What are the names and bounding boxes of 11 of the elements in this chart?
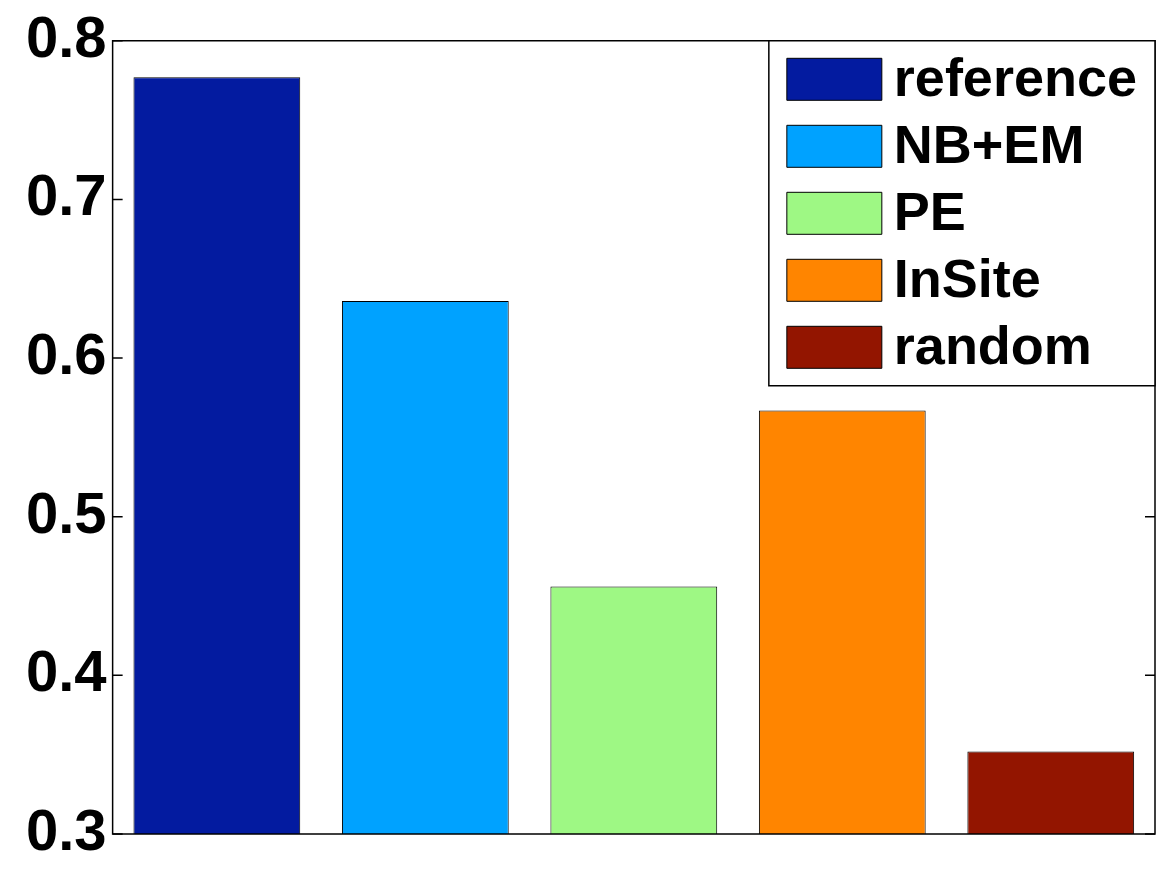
legend-label: reference: [893, 47, 1138, 108]
legend-label: NB+EM: [893, 114, 1085, 175]
y-tick-label: 0.6: [25, 321, 107, 387]
legend-label: InSite: [893, 248, 1041, 309]
y-tick-label: 0.5: [25, 479, 107, 545]
legend-label: random: [893, 315, 1092, 376]
y-tick-label: 0.7: [25, 162, 107, 228]
legend-label: PE: [893, 181, 966, 242]
y-tick-label: 0.8: [25, 3, 107, 69]
y-tick-label: 0.3: [25, 797, 107, 862]
y-tick-label: 0.4: [25, 638, 107, 704]
